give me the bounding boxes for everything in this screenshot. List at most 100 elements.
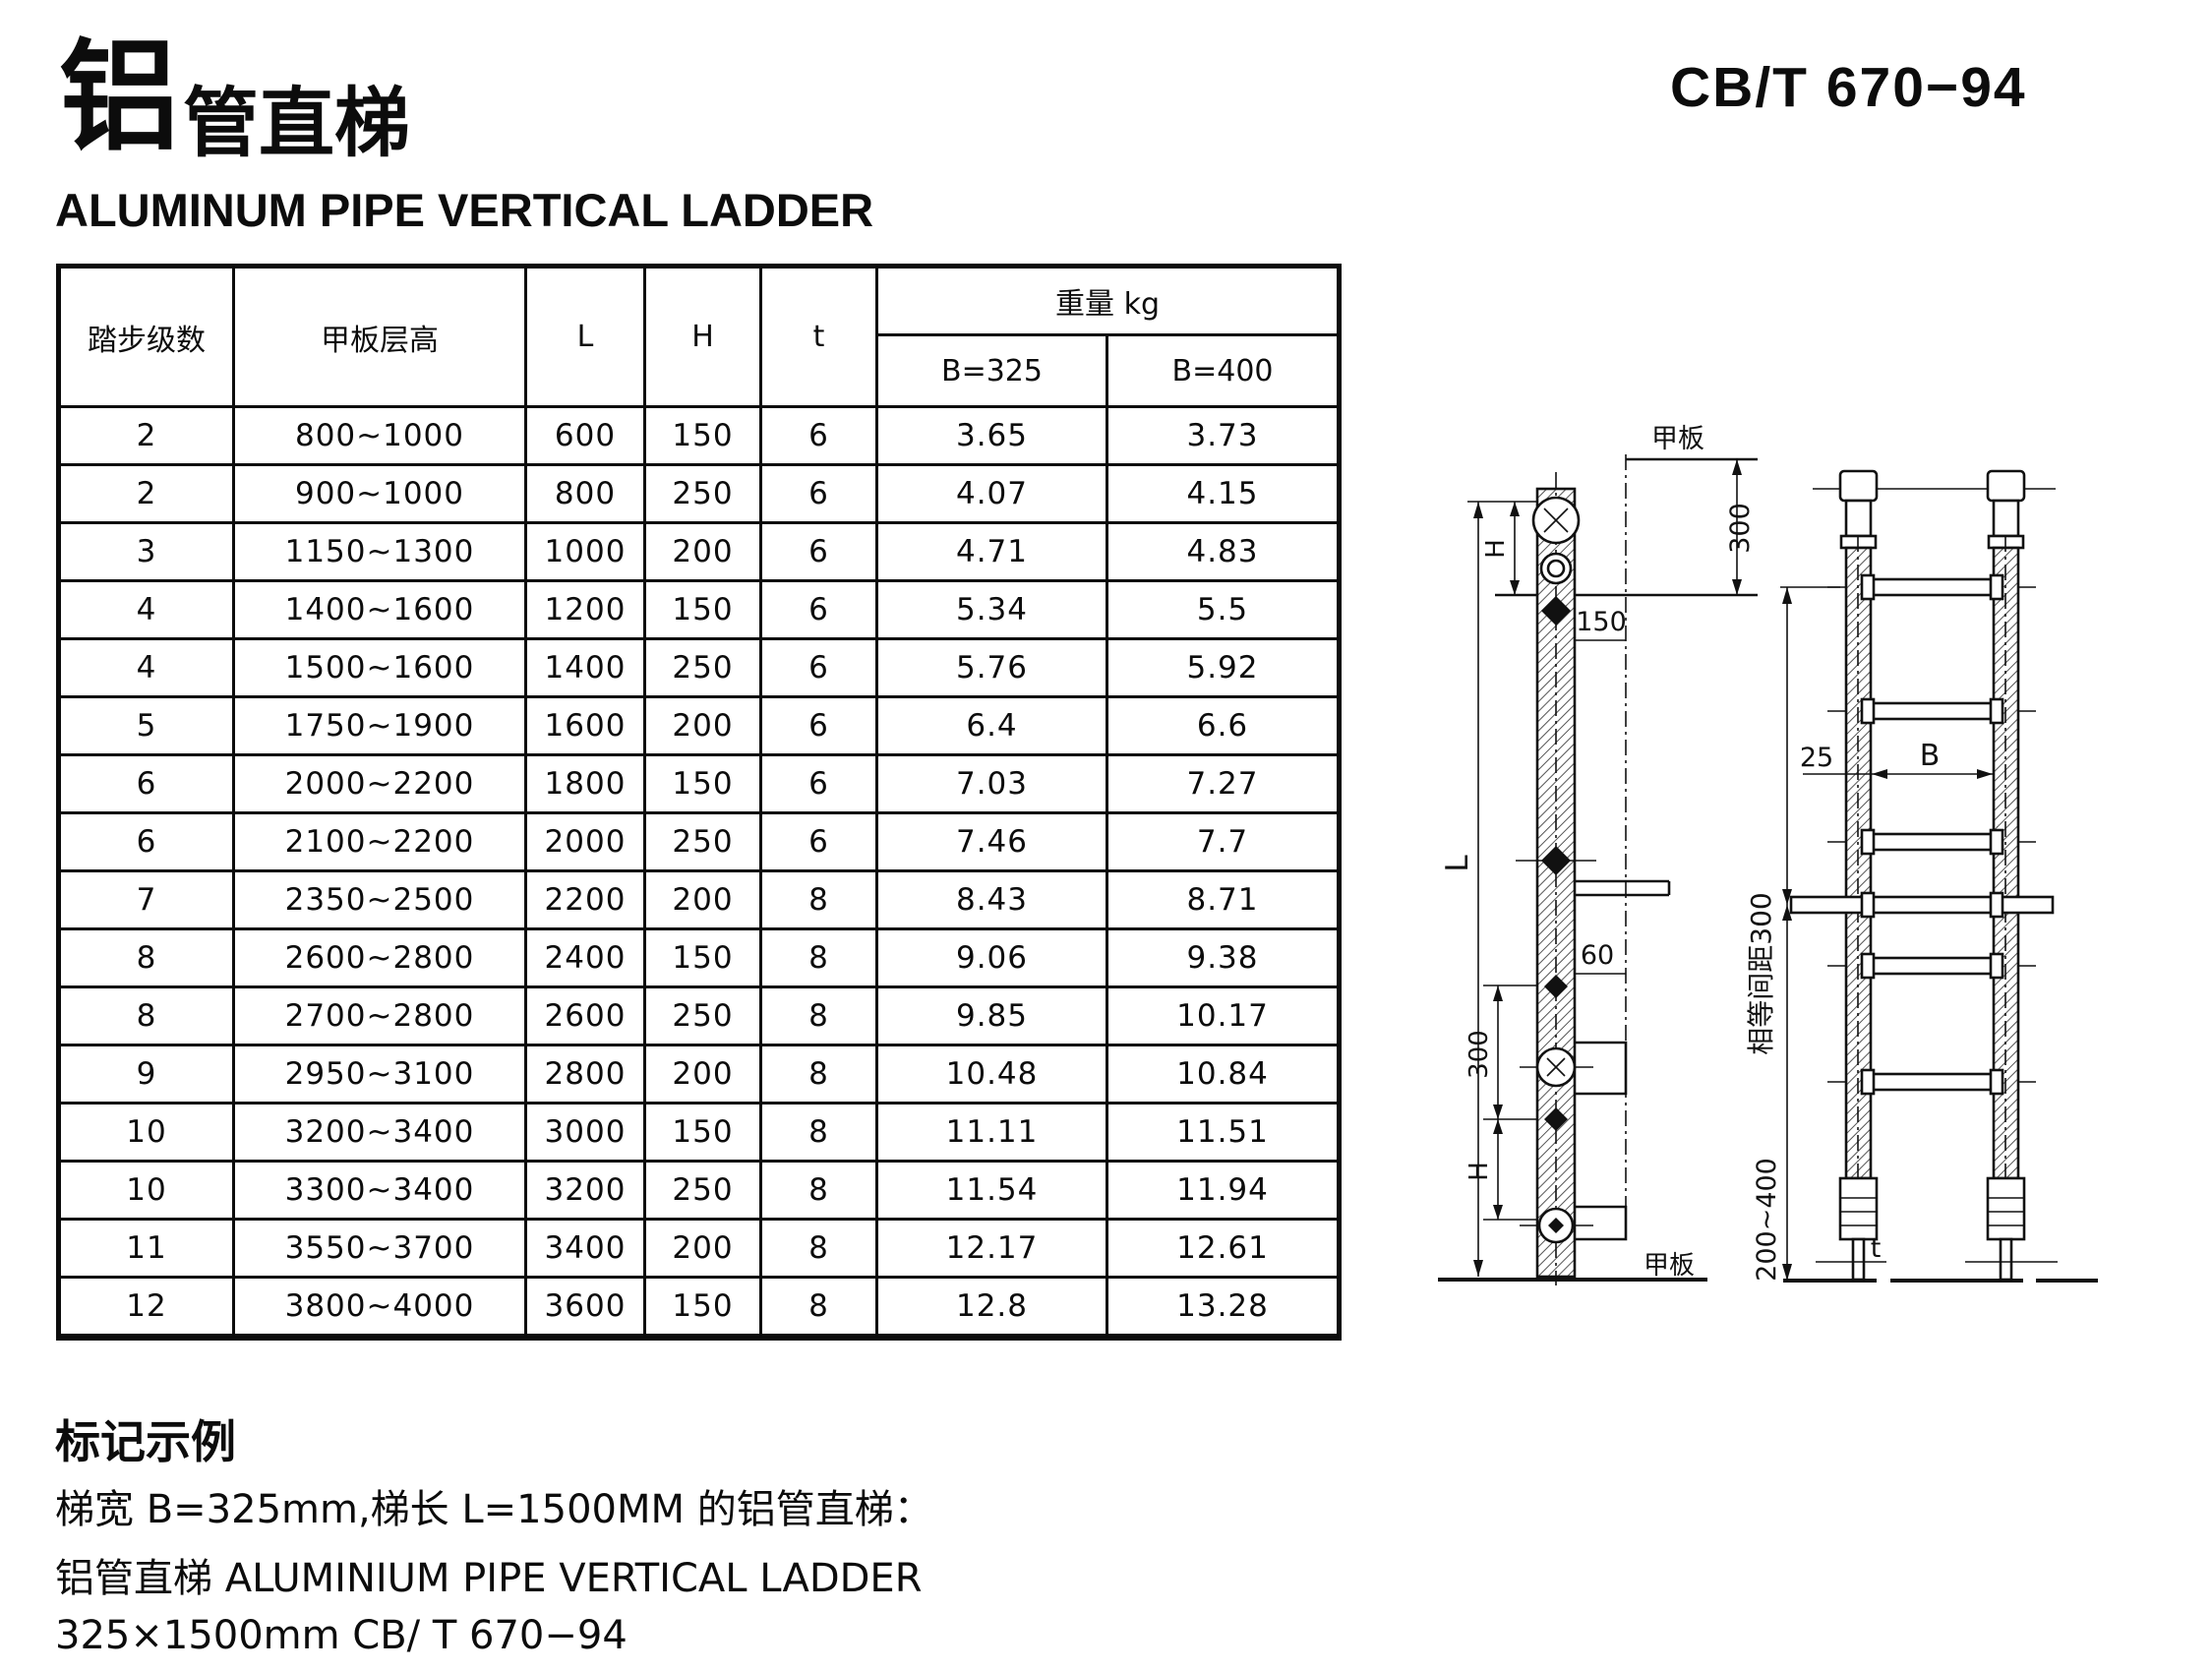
table-cell: 2000 xyxy=(524,811,646,872)
table-row: 4 1400~1600 1200 150 6 5.34 5.5 xyxy=(57,579,1342,640)
table-cell: 4 xyxy=(57,579,235,640)
table-cell: 600 xyxy=(524,405,646,466)
table-cell: 6 xyxy=(759,811,878,872)
table-cell: 250 xyxy=(643,637,762,698)
table-cell: 5.76 xyxy=(875,637,1108,698)
dim-H-top-label: H xyxy=(1481,539,1511,559)
col-header-H: H xyxy=(643,265,762,408)
table-cell: 7 xyxy=(57,869,235,930)
table-cell: 2000~2200 xyxy=(232,753,527,814)
table-cell: 6 xyxy=(759,405,878,466)
table-cell: 2600 xyxy=(524,985,646,1046)
table-cell: 3400 xyxy=(524,1218,646,1279)
table-cell: 200 xyxy=(643,521,762,582)
table-cell: 3550~3700 xyxy=(232,1218,527,1279)
table-cell: 6 xyxy=(759,695,878,756)
table-cell: 10.48 xyxy=(875,1044,1108,1105)
table-cell: 150 xyxy=(643,753,762,814)
table-cell: 12.61 xyxy=(1105,1218,1342,1279)
table-cell: 6 xyxy=(57,811,235,872)
table-row: 2 900~1000 800 250 6 4.07 4.15 xyxy=(57,463,1342,524)
table-cell: 2100~2200 xyxy=(232,811,527,872)
table-cell: 6 xyxy=(759,753,878,814)
spec-table-body: 2 800~1000 600 150 6 3.65 3.73 2 900~1000 800 250 6… xyxy=(57,405,1342,1339)
col-header-L: L xyxy=(524,265,646,408)
table-cell: 150 xyxy=(643,405,762,466)
ladder-figures: 300 甲板 150 xyxy=(1416,403,2212,1338)
dim-25-label: 25 xyxy=(1800,743,1833,773)
table-cell: 12 xyxy=(57,1276,235,1339)
notes-line-2: 铝管直梯 ALUMINIUM PIPE VERTICAL LADDER xyxy=(55,1556,923,1601)
table-cell: 250 xyxy=(643,811,762,872)
table-cell: 150 xyxy=(643,927,762,988)
table-cell: 5 xyxy=(57,695,235,756)
notes-line-1: 梯宽 B=325mm,梯长 L=1500MM 的铝管直梯： xyxy=(55,1487,933,1532)
page-title-en: ALUMINUM PIPE VERTICAL LADDER xyxy=(55,184,874,236)
table-cell: 3.65 xyxy=(875,405,1108,466)
standard-number: CB/T 670−94 xyxy=(1670,56,2027,119)
dim-B-label: B xyxy=(1920,739,1941,773)
table-cell: 3200 xyxy=(524,1160,646,1221)
table-cell: 1800 xyxy=(524,753,646,814)
table-cell: 1400~1600 xyxy=(232,579,527,640)
table-cell: 200 xyxy=(643,695,762,756)
dim-300-top-label: 300 xyxy=(1725,503,1756,554)
table-cell: 8 xyxy=(759,1102,878,1163)
table-cell: 11.54 xyxy=(875,1160,1108,1221)
table-cell: 8.71 xyxy=(1105,869,1342,930)
table-cell: 2600~2800 xyxy=(232,927,527,988)
table-row: 2 800~1000 600 150 6 3.65 3.73 xyxy=(57,405,1342,466)
table-cell: 6.4 xyxy=(875,695,1108,756)
spec-table-container: 踏步级数 甲板层高 L H t 重量 kg B=325 B=400 2 800~1… xyxy=(56,264,1343,1341)
dim-H-bottom-label: H xyxy=(1465,1162,1494,1181)
table-cell: 6 xyxy=(759,579,878,640)
table-cell: 3300~3400 xyxy=(232,1160,527,1221)
table-cell: 150 xyxy=(643,1102,762,1163)
col-header-b325: B=325 xyxy=(875,333,1108,408)
table-row: 3 1150~1300 1000 200 6 4.71 4.83 xyxy=(57,521,1342,582)
table-cell: 6.6 xyxy=(1105,695,1342,756)
dim-150-label: 150 xyxy=(1576,607,1627,637)
table-cell: 5.34 xyxy=(875,579,1108,640)
col-header-b400: B=400 xyxy=(1105,333,1342,408)
table-cell: 10.84 xyxy=(1105,1044,1342,1105)
table-cell: 1200 xyxy=(524,579,646,640)
table-cell: 6 xyxy=(57,753,235,814)
table-row: 12 3800~4000 3600 150 8 12.8 13.28 xyxy=(57,1276,1342,1339)
table-cell: 4 xyxy=(57,637,235,698)
header-row-1: 踏步级数 甲板层高 L H t 重量 kg xyxy=(57,265,1342,408)
table-cell: 2800 xyxy=(524,1044,646,1105)
table-cell: 12.8 xyxy=(875,1276,1108,1339)
table-cell: 8 xyxy=(759,1218,878,1279)
table-cell: 12.17 xyxy=(875,1218,1108,1279)
table-cell: 250 xyxy=(643,1160,762,1221)
table-cell: 4.15 xyxy=(1105,463,1342,524)
spec-table: 踏步级数 甲板层高 L H t 重量 kg B=325 B=400 2 800~1… xyxy=(56,264,1343,1341)
dim-t-label: t xyxy=(1871,1233,1882,1264)
table-cell: 3800~4000 xyxy=(232,1276,527,1339)
ladder-rungs xyxy=(1789,573,2055,1096)
deck-top-label: 甲板 xyxy=(1651,424,1704,454)
col-header-t: t xyxy=(759,265,878,408)
table-cell: 2400 xyxy=(524,927,646,988)
table-cell: 11.51 xyxy=(1105,1102,1342,1163)
table-cell: 200 xyxy=(643,1218,762,1279)
table-row: 10 3200~3400 3000 150 8 11.11 11.51 xyxy=(57,1102,1342,1163)
table-cell: 4.83 xyxy=(1105,521,1342,582)
table-cell: 3200~3400 xyxy=(232,1102,527,1163)
table-cell: 8 xyxy=(57,985,235,1046)
dim-300-bottom-label: 300 xyxy=(1465,1030,1494,1079)
table-cell: 2 xyxy=(57,463,235,524)
table-cell: 2700~2800 xyxy=(232,985,527,1046)
col-header-weight: 重量 kg xyxy=(874,265,1342,336)
table-cell: 6 xyxy=(759,463,878,524)
notes-line-3: 325×1500mm CB/ T 670−94 xyxy=(55,1613,628,1658)
table-cell: 7.27 xyxy=(1105,753,1342,814)
table-cell: 10.17 xyxy=(1105,985,1342,1046)
table-cell: 1750~1900 xyxy=(232,695,527,756)
table-cell: 8 xyxy=(759,927,878,988)
dim-equal-spacing-label: 相等间距300 xyxy=(1745,892,1777,1054)
table-cell: 800 xyxy=(524,463,646,524)
table-cell: 2200 xyxy=(524,869,646,930)
